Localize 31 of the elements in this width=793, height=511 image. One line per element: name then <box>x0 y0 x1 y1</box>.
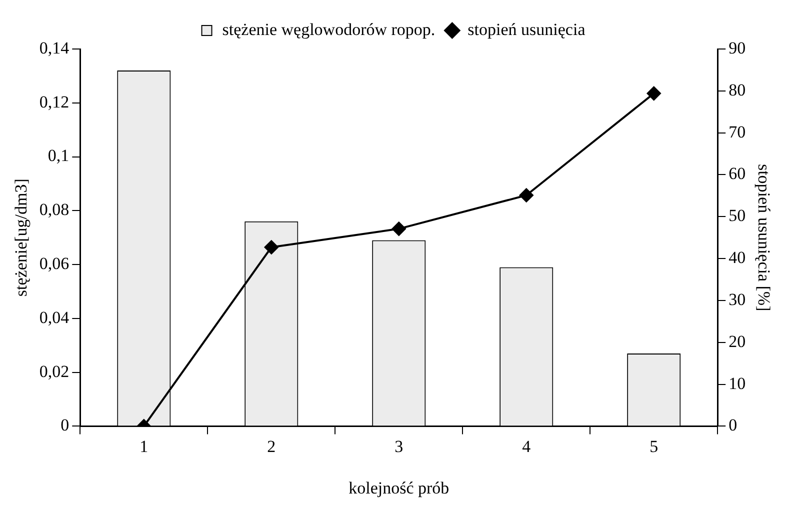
y2-tick-label: 30 <box>728 290 746 309</box>
y-tick-label: 0,04 <box>39 308 70 327</box>
y2-tick-label: 0 <box>728 416 738 435</box>
x-tick-label: 4 <box>522 436 532 456</box>
y2-tick-label: 10 <box>728 374 746 393</box>
x-tick-label: 3 <box>394 436 404 456</box>
point <box>519 188 534 202</box>
y2-tick-label: 40 <box>728 248 746 268</box>
y-tick-label: 0,1 <box>48 146 70 166</box>
y2-axis-title: stopień usunięcia [%] <box>754 164 774 312</box>
y-axis-title: stężenie[ug/dm3] <box>12 178 31 297</box>
x-tick-label: 5 <box>650 436 658 456</box>
y2-tick-label: 20 <box>728 332 746 351</box>
legend-label: stopień usunięcia <box>468 20 586 39</box>
y-tick-label: 0,06 <box>39 254 70 274</box>
y-tick-label: 0,12 <box>39 92 70 112</box>
x-tick-label: 1 <box>140 436 148 456</box>
point <box>264 240 278 254</box>
y2-tick-label: 90 <box>728 38 746 58</box>
y-tick-label: 0,08 <box>39 200 70 220</box>
y2-tick-label: 80 <box>728 80 746 100</box>
x-tick-label: 2 <box>267 436 276 456</box>
y-tick-label: 0,02 <box>39 362 70 381</box>
x-axis-title: kolejność prób <box>348 478 450 498</box>
point <box>392 222 406 236</box>
y2-tick-label: 50 <box>728 206 746 226</box>
y-tick-label: 0,14 <box>39 38 70 58</box>
y2-tick-label: 60 <box>728 164 746 184</box>
y2-tick-label: 70 <box>728 122 746 142</box>
y-tick-label: 0 <box>60 416 70 435</box>
legend-label: stężenie węglowodorów ropop. <box>222 20 436 39</box>
